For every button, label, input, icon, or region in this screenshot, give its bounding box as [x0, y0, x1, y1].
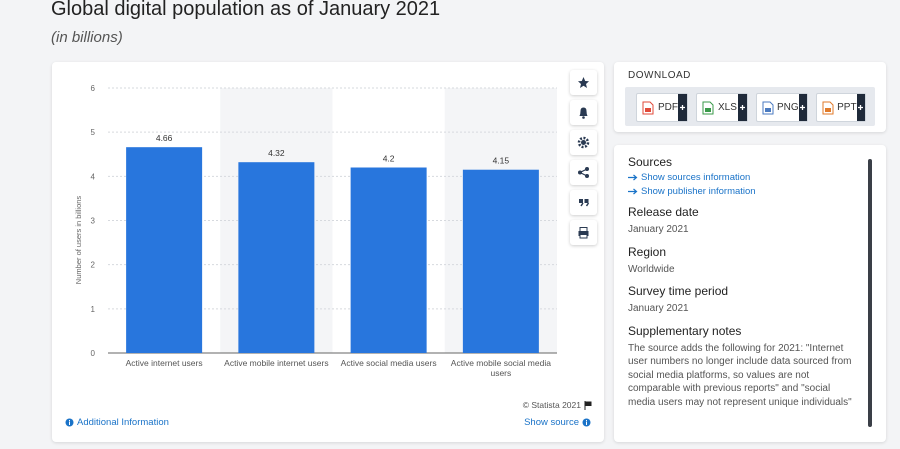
scrollbar — [868, 159, 872, 427]
detail-link[interactable]: Show sources information — [628, 172, 860, 183]
detail-title: Sources — [628, 155, 673, 169]
chart: Number of users in billions 0 1 2 3 4 5 6 4.66 A… — [74, 84, 557, 378]
plus-shape — [680, 105, 685, 110]
plus-shape — [740, 105, 745, 110]
value-label: 4.32 — [268, 148, 285, 158]
y-axis-label: Number of users in billions — [74, 196, 83, 285]
y-tick-label: 5 — [91, 128, 96, 137]
file-band — [645, 107, 651, 112]
detail-title: Release date — [628, 205, 699, 219]
arrow-icon — [628, 188, 638, 195]
details: Sources Show sources information Show publ… — [628, 155, 860, 437]
y-tick-label: 2 — [91, 261, 96, 270]
show-source[interactable]: Show source — [524, 417, 591, 428]
detail-section: Supplementary notes The source adds the f… — [628, 324, 860, 410]
download-button[interactable]: PDF — [636, 93, 688, 122]
download-button[interactable]: XLS — [696, 93, 748, 122]
notification-button[interactable] — [570, 100, 597, 125]
y-tick-label: 4 — [91, 172, 96, 181]
detail-section: Sources Show sources information Show publ… — [628, 155, 860, 197]
detail-link-text[interactable]: Show publisher information — [641, 186, 756, 197]
favorite-button[interactable] — [570, 70, 597, 95]
details-card: Sources Show sources information Show publ… — [614, 145, 886, 442]
x-tick-label: Active mobile internet users — [224, 358, 329, 368]
title: Global digital population as of January … — [51, 0, 441, 20]
download-label[interactable]: XLS — [718, 102, 737, 113]
detail-title: Supplementary notes — [628, 323, 742, 338]
file-icon — [642, 101, 654, 114]
icon-column — [570, 70, 597, 245]
file-band — [705, 107, 711, 112]
download-card: DOWNLOAD PDF XLS PNG PPT — [614, 62, 886, 132]
file-icon — [822, 101, 834, 114]
detail-text: The source adds the following for 2021: … — [628, 342, 852, 408]
plus-shape — [858, 105, 864, 110]
detail-text: January 2021 — [628, 224, 689, 235]
download-label[interactable]: PPT — [837, 102, 857, 113]
x-tick-label: Active internet users — [125, 358, 203, 368]
print-button[interactable] — [570, 220, 597, 245]
y-tick-label: 3 — [91, 217, 96, 226]
detail-section: Region Worldwide — [628, 245, 860, 277]
detail-title: Region — [628, 244, 667, 259]
plus-icon — [740, 105, 745, 110]
plus-icon — [800, 105, 806, 110]
y-tick-label: 6 — [91, 84, 96, 93]
download-title: DOWNLOAD — [628, 70, 691, 81]
detail-section: Release date January 2021 — [628, 205, 860, 237]
x-tick-label-box: Active social media users — [340, 358, 437, 368]
arrow-shape — [628, 174, 638, 181]
detail-title: Survey time period — [628, 284, 729, 298]
plus-icon — [858, 105, 864, 110]
bar — [350, 167, 427, 353]
plus-icon — [680, 105, 685, 110]
x-tick-label: Active mobile social media users — [450, 358, 551, 378]
arrow-shape — [628, 188, 638, 195]
x-tick-label-box: Active internet users — [125, 358, 203, 368]
additional-info-text[interactable]: Additional Information — [77, 417, 169, 428]
x-tick-label: Active social media users — [340, 358, 437, 368]
detail-text: Worldwide — [628, 263, 675, 275]
chart-card: Number of users in billions 0 1 2 3 4 5 6 4.66 A… — [52, 62, 604, 442]
x-tick-label-box: Active mobile social media users — [450, 358, 551, 378]
plus — [738, 94, 747, 121]
cite-button[interactable] — [570, 190, 597, 215]
share-button[interactable] — [570, 160, 597, 185]
plus — [678, 94, 687, 121]
file-icon — [702, 101, 714, 114]
bar — [126, 147, 203, 353]
bar — [238, 162, 315, 353]
detail-link[interactable]: Show publisher information — [628, 186, 860, 197]
download-label[interactable]: PNG — [776, 102, 799, 113]
detail-text: January 2021 — [628, 303, 689, 314]
value-label: 4.2 — [383, 154, 395, 164]
file-band — [825, 107, 831, 112]
subtitle: (in billions) — [51, 29, 123, 46]
show-source-text[interactable]: Show source — [524, 417, 579, 428]
download-button[interactable]: PNG — [756, 93, 808, 122]
x-tick-label-box: Active mobile internet users — [224, 358, 329, 368]
file-icon — [762, 101, 774, 114]
file-band — [765, 107, 771, 112]
y-tick-label: 1 — [91, 305, 96, 314]
download-button[interactable]: PPT — [816, 93, 866, 122]
plus — [856, 94, 865, 121]
download-label[interactable]: PDF — [658, 102, 678, 113]
value-label: 4.15 — [493, 156, 510, 166]
plus — [798, 94, 807, 121]
additional-info[interactable]: Additional Information — [65, 417, 169, 428]
detail-link-text[interactable]: Show sources information — [641, 172, 751, 183]
value-label: 4.66 — [156, 133, 173, 143]
download-row: PDF XLS PNG PPT — [625, 87, 875, 126]
bar — [462, 169, 539, 353]
settings-button[interactable] — [570, 130, 597, 155]
copyright-text: © Statista 2021 — [522, 400, 581, 410]
arrow-icon — [628, 174, 638, 181]
detail-section: Survey time period January 2021 — [628, 284, 860, 316]
copyright: © Statista 2021 — [523, 400, 592, 410]
y-tick-label: 0 — [91, 349, 96, 358]
plus-shape — [800, 105, 806, 110]
